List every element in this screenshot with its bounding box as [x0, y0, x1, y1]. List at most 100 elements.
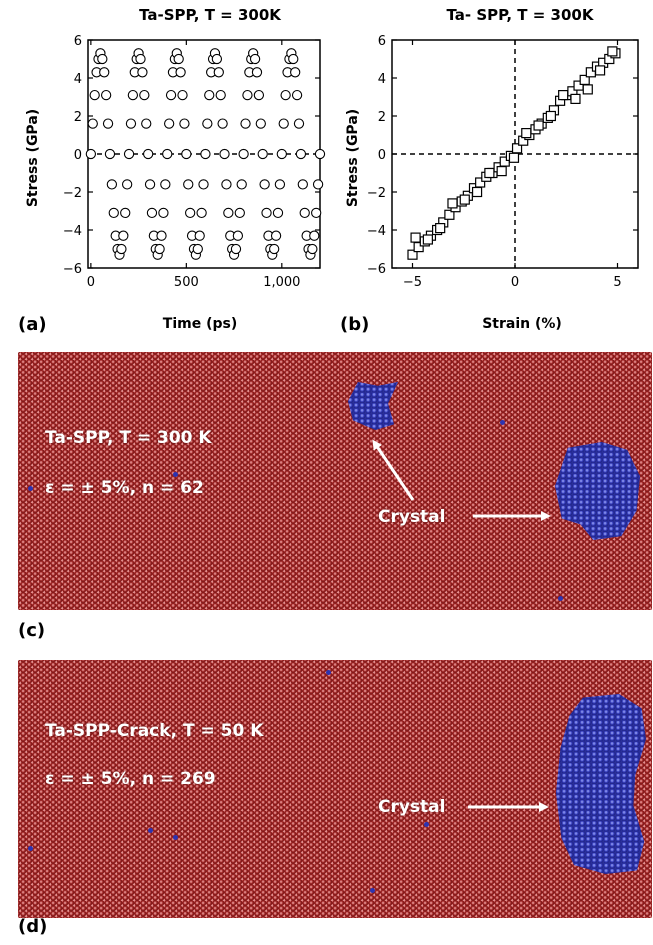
data-point	[251, 67, 263, 78]
data-point	[594, 65, 606, 76]
data-point	[259, 179, 270, 190]
data-point	[232, 230, 244, 241]
data-point	[164, 118, 175, 129]
y-tick-label: 6	[378, 34, 386, 49]
data-point	[158, 207, 169, 219]
data-point	[85, 148, 97, 160]
plot-a-title: Ta-SPP, T = 300K	[139, 6, 281, 24]
data-point	[213, 67, 224, 78]
data-point	[146, 207, 158, 219]
data-point	[459, 194, 470, 205]
data-point	[312, 179, 324, 190]
data-point	[108, 207, 119, 219]
data-point	[97, 53, 108, 65]
panel-label-a: (a)	[18, 314, 47, 335]
data-point	[104, 148, 116, 160]
data-point	[198, 179, 209, 190]
data-point	[87, 118, 98, 129]
data-point	[508, 152, 520, 163]
data-point	[295, 148, 307, 160]
x-tick-label: 0	[511, 275, 519, 290]
data-point	[173, 53, 184, 65]
data-point	[211, 53, 223, 65]
plot-b-title: Ta- SPP, T = 300K	[446, 6, 594, 24]
data-point	[545, 110, 556, 122]
data-point	[230, 243, 242, 255]
data-point	[221, 179, 232, 190]
data-point	[533, 120, 544, 131]
data-point	[106, 179, 118, 190]
y-tick-label: 4	[378, 72, 386, 87]
data-point	[89, 89, 100, 101]
y-tick-label: 2	[378, 110, 386, 125]
data-point	[125, 118, 137, 129]
data-point	[141, 118, 152, 129]
data-point	[219, 148, 230, 160]
data-point	[135, 53, 146, 65]
data-point	[255, 118, 266, 129]
data-point	[558, 89, 569, 101]
data-point	[278, 118, 289, 129]
data-point	[261, 207, 272, 219]
x-tick-label: 0	[87, 275, 95, 290]
sim-d-line1: Ta-SPP-Crack, T = 50 K	[45, 721, 264, 741]
data-point	[496, 166, 507, 177]
data-point	[102, 118, 114, 129]
y-tick-label: −4	[367, 224, 386, 239]
data-point	[144, 179, 156, 190]
panel-label-d: (d)	[18, 916, 48, 937]
data-point	[253, 89, 265, 101]
data-point	[127, 89, 139, 101]
data-point	[407, 249, 418, 260]
data-point	[435, 223, 446, 234]
y-tick-label: 0	[74, 148, 82, 163]
sim-snapshot-d: Ta-SPP-Crack, T = 50 K ε = ± 5%, n = 269…	[18, 660, 652, 918]
plot-a-svg: −6 −4 −2 0 2 4 6 0 500 1,000	[63, 34, 326, 290]
data-point	[410, 232, 421, 243]
sim-snapshot-c: Ta-SPP, T = 300 K ε = ± 5%, n = 62 Cryst…	[18, 352, 652, 610]
data-point	[183, 179, 194, 190]
data-point	[274, 179, 286, 190]
y-tick-label: 6	[74, 34, 82, 49]
crystal-arrows-c	[372, 439, 551, 521]
y-tick-label: −6	[63, 262, 82, 277]
data-point	[422, 234, 433, 245]
crystal-label-d: Crystal	[378, 797, 446, 817]
data-point	[311, 207, 322, 219]
sim-c-line2: ε = ± 5%, n = 62	[45, 478, 204, 498]
data-point	[291, 89, 303, 101]
y-tick-label: −2	[367, 186, 386, 201]
data-point	[309, 230, 320, 241]
arrow-to-small-crystal	[372, 439, 415, 501]
data-point	[234, 207, 245, 219]
data-point	[314, 148, 326, 160]
crystal-dot	[28, 846, 33, 851]
crystal-region-d	[556, 694, 646, 874]
data-point	[444, 209, 455, 220]
data-point	[521, 128, 532, 139]
data-point	[154, 243, 165, 255]
data-point	[240, 118, 251, 129]
crystal-dot	[326, 670, 331, 675]
data-point	[238, 148, 249, 160]
data-point	[194, 230, 205, 241]
crystal-dot	[173, 835, 178, 840]
data-point	[269, 243, 280, 255]
plot-a-xlabel: Time (ps)	[162, 316, 238, 332]
data-point	[215, 89, 226, 101]
sim-c-line1: Ta-SPP, T = 300 K	[45, 428, 212, 448]
data-point	[290, 67, 301, 78]
data-point	[236, 179, 247, 190]
panel-label-c: (c)	[18, 620, 46, 641]
data-point	[202, 118, 213, 129]
x-tick-label: 500	[174, 275, 199, 290]
data-point	[288, 53, 299, 65]
data-point	[179, 118, 190, 129]
data-point	[270, 230, 282, 241]
x-tick-label: −5	[403, 275, 422, 290]
data-point	[276, 148, 287, 160]
data-point	[99, 67, 110, 78]
data-point	[293, 118, 305, 129]
data-point	[257, 148, 268, 160]
data-point	[165, 89, 177, 101]
